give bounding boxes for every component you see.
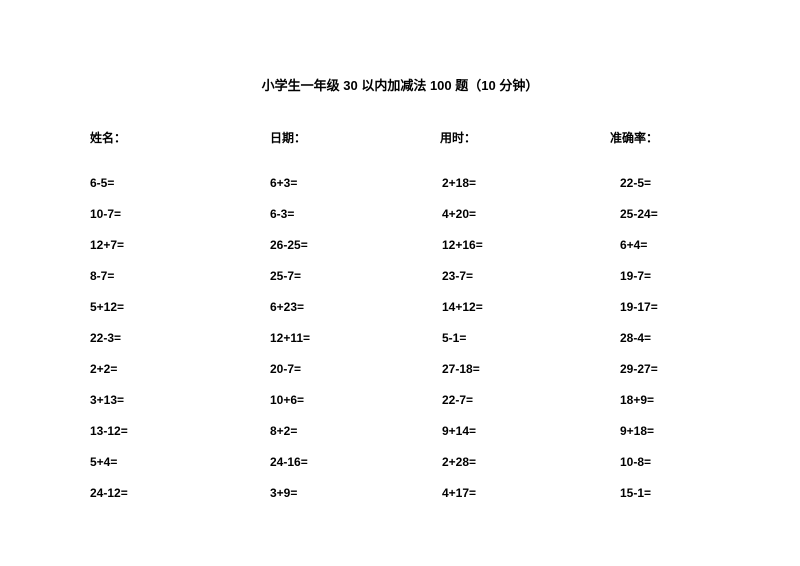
problem-cell: 6-5= (90, 176, 270, 190)
problem-cell: 3+13= (90, 393, 270, 407)
problem-cell: 6+4= (610, 238, 710, 252)
problem-cell: 28-4= (610, 331, 710, 345)
problem-cell: 25-24= (610, 207, 710, 221)
problem-cell: 19-17= (610, 300, 710, 314)
problem-cell: 26-25= (270, 238, 440, 252)
problem-row: 13-12=8+2=9+14=9+18= (90, 424, 710, 438)
problem-cell: 10-8= (610, 455, 710, 469)
problem-cell: 20-7= (270, 362, 440, 376)
problem-cell: 8+2= (270, 424, 440, 438)
problem-cell: 23-7= (440, 269, 610, 283)
problem-row: 5+12=6+23=14+12=19-17= (90, 300, 710, 314)
problem-cell: 2+28= (440, 455, 610, 469)
problem-cell: 22-5= (610, 176, 710, 190)
problem-row: 22-3=12+11=5-1=28-4= (90, 331, 710, 345)
problem-cell: 8-7= (90, 269, 270, 283)
problem-cell: 18+9= (610, 393, 710, 407)
problem-cell: 14+12= (440, 300, 610, 314)
problem-cell: 6-3= (270, 207, 440, 221)
info-time: 用时： (440, 129, 610, 146)
problem-row: 8-7=25-7=23-7=19-7= (90, 269, 710, 283)
problem-cell: 22-3= (90, 331, 270, 345)
problem-row: 10-7=6-3=4+20=25-24= (90, 207, 710, 221)
problem-cell: 5-1= (440, 331, 610, 345)
problem-cell: 12+16= (440, 238, 610, 252)
problem-cell: 12+11= (270, 331, 440, 345)
problem-cell: 25-7= (270, 269, 440, 283)
problem-cell: 3+9= (270, 486, 440, 500)
problem-cell: 9+18= (610, 424, 710, 438)
problem-cell: 9+14= (440, 424, 610, 438)
problem-cell: 6+23= (270, 300, 440, 314)
info-row: 姓名： 日期： 用时： 准确率： (90, 129, 710, 146)
info-accuracy: 准确率： (610, 129, 710, 146)
problem-cell: 15-1= (610, 486, 710, 500)
problem-row: 2+2=20-7=27-18=29-27= (90, 362, 710, 376)
problem-cell: 5+4= (90, 455, 270, 469)
problem-cell: 6+3= (270, 176, 440, 190)
problem-cell: 24-16= (270, 455, 440, 469)
problem-cell: 19-7= (610, 269, 710, 283)
info-date: 日期： (270, 129, 440, 146)
problem-cell: 4+20= (440, 207, 610, 221)
problem-cell: 5+12= (90, 300, 270, 314)
problem-cell: 10+6= (270, 393, 440, 407)
problem-cell: 29-27= (610, 362, 710, 376)
problem-row: 3+13=10+6=22-7=18+9= (90, 393, 710, 407)
problem-row: 24-12=3+9=4+17=15-1= (90, 486, 710, 500)
problem-cell: 12+7= (90, 238, 270, 252)
worksheet-title: 小学生一年级 30 以内加减法 100 题（10 分钟） (90, 75, 710, 94)
problem-cell: 4+17= (440, 486, 610, 500)
problem-cell: 24-12= (90, 486, 270, 500)
problem-cell: 10-7= (90, 207, 270, 221)
problem-cell: 27-18= (440, 362, 610, 376)
problem-cell: 2+2= (90, 362, 270, 376)
problem-row: 6-5=6+3=2+18=22-5= (90, 176, 710, 190)
problem-row: 12+7=26-25=12+16=6+4= (90, 238, 710, 252)
problem-cell: 2+18= (440, 176, 610, 190)
problem-cell: 22-7= (440, 393, 610, 407)
problem-row: 5+4=24-16=2+28=10-8= (90, 455, 710, 469)
problems-grid: 6-5=6+3=2+18=22-5= 10-7=6-3=4+20=25-24= 12… (90, 176, 710, 517)
info-name: 姓名： (90, 129, 270, 146)
problem-cell: 13-12= (90, 424, 270, 438)
